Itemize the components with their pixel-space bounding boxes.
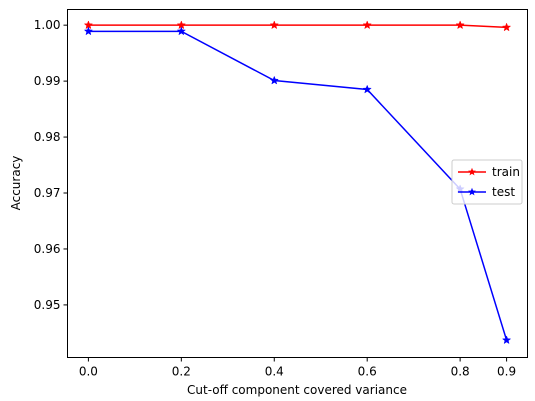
y-tick-label: 0.99: [34, 74, 61, 88]
series-lines: [83, 20, 512, 345]
y-tick-label: 0.98: [34, 130, 61, 144]
legend-marker: [468, 187, 476, 196]
legend-label: train: [492, 165, 520, 179]
data-point-train: [362, 20, 372, 30]
y-tick-label: 1.00: [34, 18, 61, 32]
legend: train test: [451, 159, 523, 205]
data-point-test: [176, 26, 186, 36]
y-tick-label: 0.95: [34, 298, 61, 312]
x-axis-label: Cut-off component covered variance: [187, 383, 407, 397]
x-tick-label: 0.0: [79, 365, 98, 379]
data-point-train: [455, 20, 465, 30]
series-line-test: [88, 30, 508, 341]
y-axis-label: Accuracy: [9, 156, 23, 211]
x-tick-label: 0.6: [358, 365, 377, 379]
x-tick-label: 0.2: [172, 365, 191, 379]
data-point-train: [269, 20, 279, 30]
series-test: [83, 26, 512, 345]
y-axis-ticks: 0.95 0.96 0.97 0.98 0.99 1.00: [34, 18, 68, 312]
x-tick-label: 0.8: [451, 365, 470, 379]
legend-label: test: [492, 185, 515, 199]
legend-entry-test: test: [458, 185, 515, 199]
data-point-test: [362, 84, 372, 94]
x-tick-label: 0.4: [265, 365, 284, 379]
plot-area: [67, 9, 528, 358]
y-tick-label: 0.96: [34, 242, 61, 256]
legend-marker: [468, 167, 476, 176]
x-tick-label: 0.9: [497, 365, 516, 379]
x-axis-ticks: 0.0 0.2 0.4 0.6 0.8 0.9: [79, 357, 516, 379]
data-point-test: [83, 26, 94, 36]
data-point-train: [501, 22, 512, 32]
series-line-train: [88, 24, 507, 29]
legend-entry-train: train: [458, 165, 520, 179]
data-point-test: [269, 75, 279, 85]
y-tick-label: 0.97: [34, 186, 61, 200]
series-train: [83, 20, 512, 32]
data-point-test: [501, 335, 512, 345]
